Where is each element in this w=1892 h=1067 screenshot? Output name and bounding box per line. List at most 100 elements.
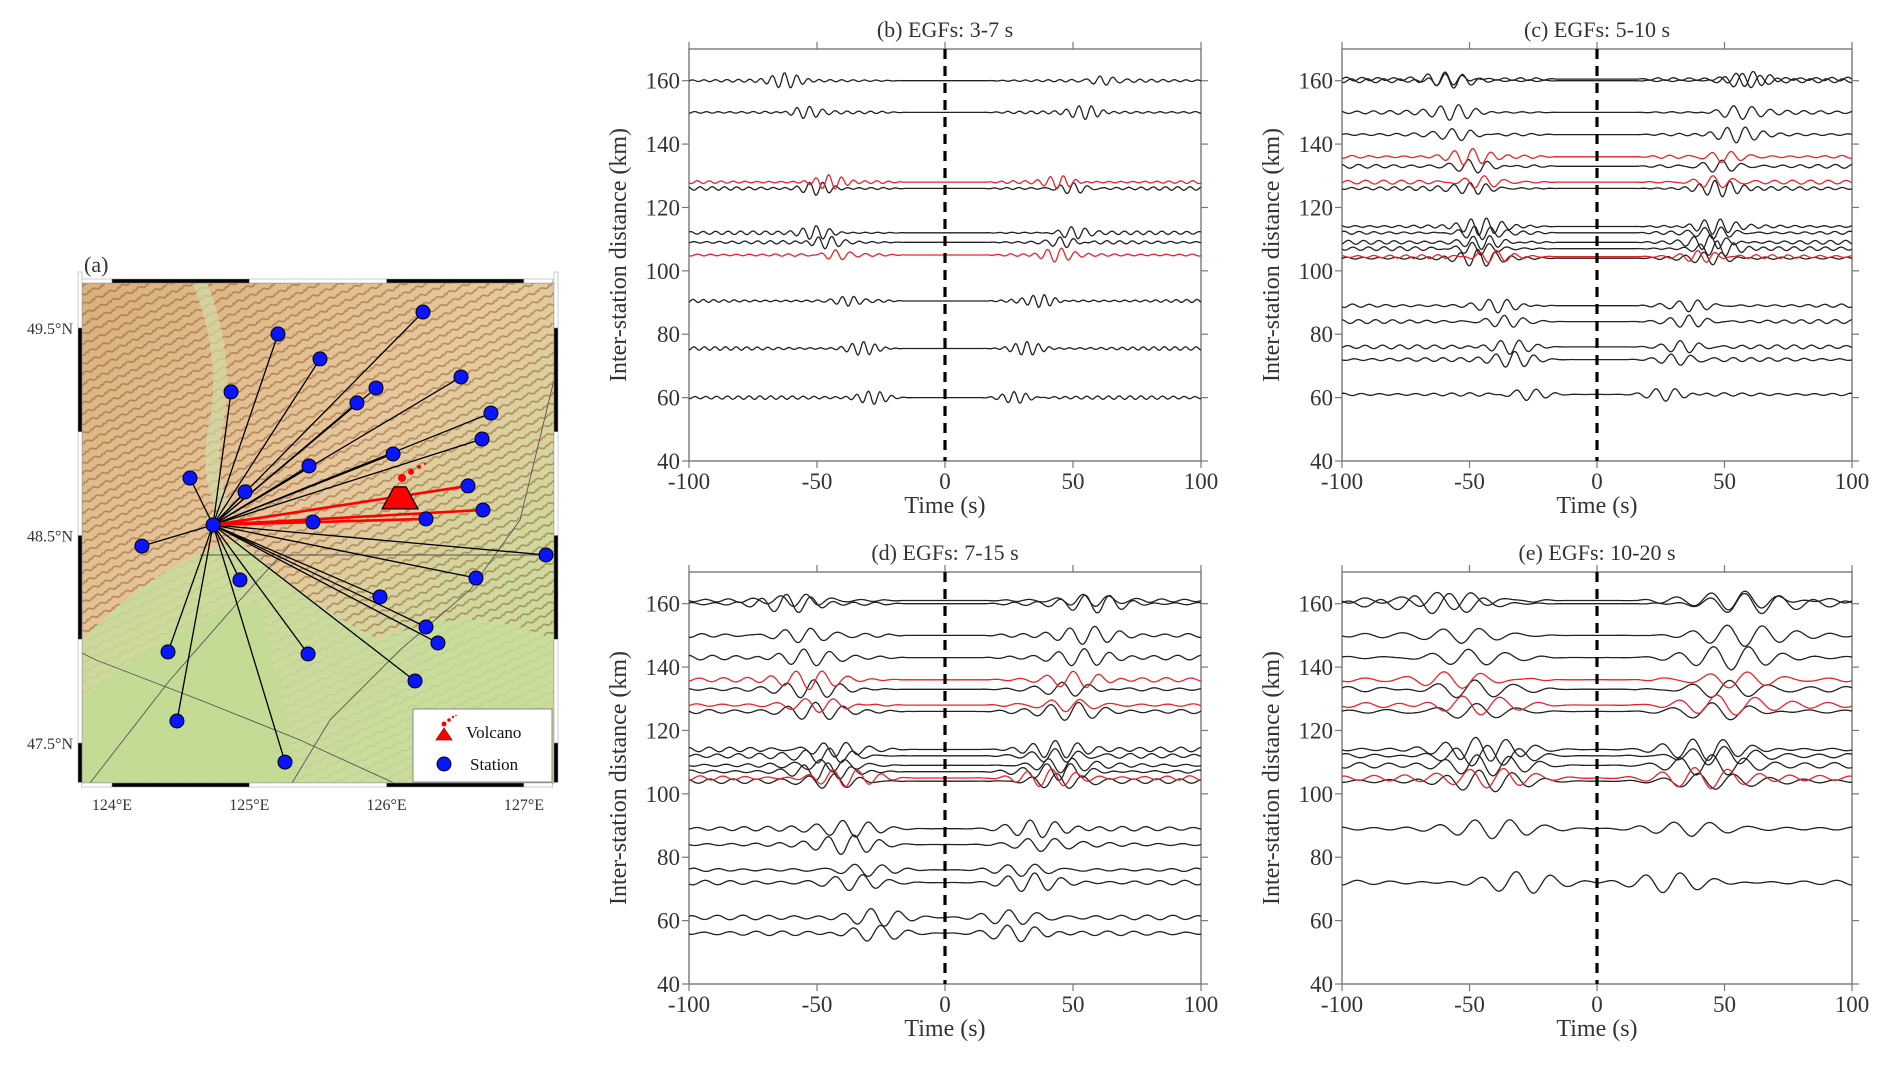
ray-path: [212, 391, 232, 526]
volcano-plume-dot: [423, 462, 427, 466]
y-tick-label: 80: [1310, 322, 1333, 347]
waveform-trace: [1342, 225, 1852, 241]
volcano-plume-dot: [408, 468, 415, 475]
map-frame-segment: [77, 639, 83, 744]
lon-tick-label: 124°E: [92, 797, 132, 814]
y-tick-label: 160: [646, 592, 681, 617]
x-tick-label: -50: [802, 992, 833, 1017]
waveform-trace: [1342, 72, 1852, 89]
lat-tick-label: 49.5°N: [27, 321, 73, 338]
map-tick-labels: 124°E 125°E 126°E 127°E 49.5°N 48.5°N 47.5°N: [27, 321, 544, 814]
y-tick-label: 60: [1310, 909, 1333, 934]
ray-path: [212, 524, 381, 598]
y-tick-label: 120: [1299, 195, 1334, 220]
y-tick-label: 60: [657, 909, 680, 934]
y-tick-label: 100: [646, 782, 681, 807]
y-tick-label: 40: [657, 449, 680, 474]
x-tick-label: 0: [1591, 469, 1603, 494]
lon-tick-label: 127°E: [504, 797, 544, 814]
waveform-trace: [689, 762, 1201, 782]
x-tick-label: -50: [1454, 469, 1485, 494]
panel-title: (e) EGFs: 10-20 s: [1518, 540, 1675, 565]
ray-path: [189, 477, 214, 526]
waveform-trace: [1342, 158, 1852, 174]
ray-path: [212, 491, 246, 526]
panel-title: (b) EGFs: 3-7 s: [877, 17, 1013, 42]
y-tick-label: 100: [1299, 259, 1334, 284]
ray-path: [212, 524, 427, 628]
map-panel: (a) 124°E 125°E 126°E 127°E 49.5°N 48.5°N 47.5…: [27, 252, 559, 814]
y-tick-label: 120: [646, 195, 681, 220]
map-frame-segment: [77, 327, 83, 432]
waveform-trace-red: [689, 698, 1201, 714]
station-marker: [160, 644, 176, 660]
y-tick-label: 80: [657, 845, 680, 870]
waveform-trace-red: [1342, 694, 1852, 716]
station-marker: [312, 351, 328, 367]
panel-title: (c) EGFs: 5-10 s: [1524, 17, 1670, 42]
map-frame-segment: [77, 535, 83, 640]
lat-tick-label: 48.5°N: [27, 529, 73, 546]
ray-path: [212, 524, 286, 763]
ray-path: [212, 402, 358, 526]
map-frame-segment: [523, 782, 553, 788]
map-frame-segment: [523, 278, 553, 284]
y-axis-title: Inter-station distance (km): [606, 651, 632, 905]
legend-volcano-label: Volcano: [466, 723, 521, 742]
lon-tick-label: 126°E: [367, 797, 407, 814]
volcano-legend-icon: [435, 714, 457, 741]
waveform-trace: [1342, 240, 1852, 257]
map-frame-segment: [553, 271, 559, 329]
ray-path: [212, 453, 394, 526]
station-marker: [305, 514, 321, 530]
station-marker: [475, 502, 491, 518]
waveform-trace: [689, 294, 1201, 309]
ray-path: [176, 524, 214, 722]
x-tick-label: -100: [668, 469, 710, 494]
map-frame-segment: [249, 782, 387, 788]
stations-layer: [134, 304, 554, 770]
y-tick-label: 160: [1299, 69, 1334, 94]
station-marker: [538, 547, 554, 563]
waveform-trace: [689, 747, 1201, 764]
station-legend-icon: [436, 756, 452, 772]
x-tick-label: -100: [1321, 992, 1363, 1017]
ray-path-red: [212, 484, 469, 527]
egf-panel-c: (c) EGFs: 5-10 s -100 -50 0 50 100 40 60 80 100 12…: [1259, 17, 1869, 519]
waveform-trace: [689, 340, 1201, 356]
map-frame-segment: [111, 278, 250, 284]
waveform-trace-red: [689, 173, 1201, 190]
ray-path: [212, 524, 416, 682]
x-tick-label: 50: [1062, 992, 1085, 1017]
waveform-trace: [1342, 744, 1852, 767]
terrain-basemap: [82, 283, 554, 783]
y-tick-label: 140: [646, 132, 681, 157]
map-frame-segment: [553, 742, 559, 783]
x-axis-title: Time (s): [904, 1016, 985, 1042]
station-marker: [237, 484, 253, 500]
station-marker: [468, 570, 484, 586]
station-marker: [407, 673, 423, 689]
map-frame-segment: [553, 431, 559, 536]
station-marker: [277, 754, 293, 770]
station-marker: [182, 470, 198, 486]
x-tick-label: 0: [939, 469, 951, 494]
x-tick-label: 0: [1591, 992, 1603, 1017]
waveform-trace: [689, 625, 1201, 645]
waveform-trace: [689, 593, 1201, 614]
map-frame-segment: [81, 782, 113, 788]
panel-title: (d) EGFs: 7-15 s: [871, 540, 1018, 565]
map-frame-segment: [249, 278, 387, 284]
egf-panel-b: (b) EGFs: 3-7 s -100 -50 0 50 100 40 60 80 100 120…: [606, 17, 1218, 519]
station-marker: [385, 446, 401, 462]
y-tick-label: 140: [646, 655, 681, 680]
y-tick-label: 40: [1310, 972, 1333, 997]
x-tick-label: -50: [1454, 992, 1485, 1017]
map-frame-segment: [553, 327, 559, 432]
map-frame-segment: [77, 431, 83, 536]
station-marker: [368, 380, 384, 396]
y-axis-title: Inter-station distance (km): [1259, 128, 1285, 382]
egf-panel-e: (e) EGFs: 10-20 s -100 -50 0 50 100 40 60 80 100 1…: [1259, 540, 1869, 1042]
ray-path: [212, 333, 279, 526]
station-marker: [300, 646, 316, 662]
